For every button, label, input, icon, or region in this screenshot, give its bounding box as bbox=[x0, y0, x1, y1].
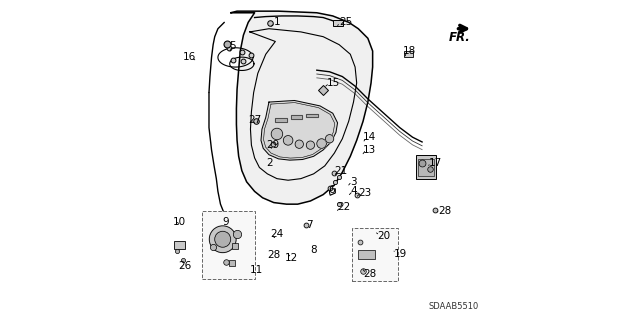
Text: 6: 6 bbox=[328, 185, 335, 195]
Text: 28: 28 bbox=[268, 250, 280, 260]
Bar bbox=[174, 241, 185, 249]
Text: 25: 25 bbox=[339, 17, 353, 27]
Text: 10: 10 bbox=[173, 217, 186, 227]
Text: 14: 14 bbox=[363, 132, 376, 142]
Text: 2: 2 bbox=[266, 158, 273, 168]
Text: 19: 19 bbox=[394, 249, 406, 259]
Text: 5: 5 bbox=[229, 41, 236, 51]
Bar bbox=[352, 228, 398, 281]
Circle shape bbox=[209, 226, 236, 253]
Text: 27: 27 bbox=[248, 115, 262, 125]
Circle shape bbox=[325, 135, 333, 143]
Polygon shape bbox=[261, 100, 337, 160]
Bar bbox=[358, 250, 375, 259]
Text: 15: 15 bbox=[326, 78, 340, 88]
Bar bbox=[404, 51, 413, 57]
Text: 4: 4 bbox=[350, 186, 357, 197]
Text: 20: 20 bbox=[378, 231, 390, 241]
Circle shape bbox=[307, 141, 315, 149]
Text: FR.: FR. bbox=[449, 31, 471, 44]
Text: 3: 3 bbox=[350, 177, 357, 187]
Circle shape bbox=[295, 140, 303, 148]
Text: 26: 26 bbox=[178, 261, 191, 271]
Text: 12: 12 bbox=[285, 253, 298, 263]
Circle shape bbox=[271, 128, 283, 140]
Bar bbox=[306, 114, 319, 117]
Bar bbox=[291, 115, 303, 119]
Text: 16: 16 bbox=[183, 52, 196, 63]
Bar bbox=[275, 118, 287, 122]
Circle shape bbox=[317, 139, 326, 148]
Circle shape bbox=[215, 231, 230, 247]
Text: 22: 22 bbox=[337, 202, 351, 212]
Bar bbox=[333, 20, 343, 26]
Text: 18: 18 bbox=[403, 46, 416, 56]
Text: 1: 1 bbox=[274, 17, 280, 27]
Bar bbox=[416, 155, 436, 179]
Polygon shape bbox=[230, 11, 372, 204]
Circle shape bbox=[284, 136, 293, 145]
Text: 9: 9 bbox=[223, 217, 229, 227]
Text: 23: 23 bbox=[358, 188, 372, 198]
Bar bbox=[419, 159, 434, 176]
Text: 11: 11 bbox=[250, 264, 263, 275]
Text: 17: 17 bbox=[428, 158, 442, 168]
Text: SDAAB5510: SDAAB5510 bbox=[428, 302, 479, 311]
Bar bbox=[202, 211, 255, 279]
Text: 7: 7 bbox=[306, 220, 312, 230]
Text: 8: 8 bbox=[310, 245, 317, 256]
Text: 29: 29 bbox=[266, 140, 279, 150]
Text: 21: 21 bbox=[334, 166, 348, 176]
Text: 24: 24 bbox=[271, 229, 284, 240]
Text: 28: 28 bbox=[363, 269, 376, 279]
Text: 28: 28 bbox=[438, 205, 451, 216]
Bar bbox=[275, 118, 287, 122]
Bar bbox=[291, 115, 303, 119]
Text: 13: 13 bbox=[363, 145, 376, 155]
Bar bbox=[306, 114, 319, 117]
